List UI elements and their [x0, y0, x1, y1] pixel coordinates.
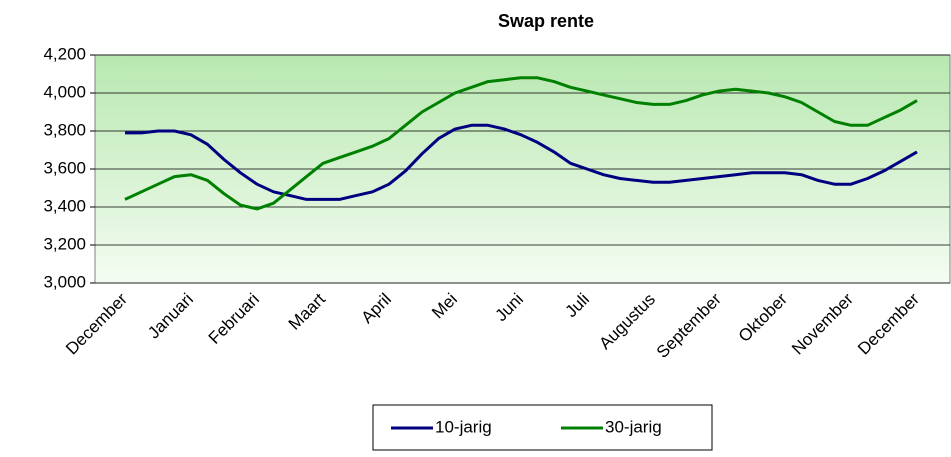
x-tick-label: Juli — [562, 290, 593, 321]
y-tick-label: 3,600 — [43, 158, 86, 177]
x-tick-label: April — [358, 290, 395, 327]
y-tick-label: 4,000 — [43, 82, 86, 101]
x-tick-label: Juni — [492, 290, 527, 325]
y-tick-label: 3,000 — [43, 272, 86, 291]
x-tick-label: Maart — [285, 289, 329, 333]
x-tick-label: September — [653, 289, 725, 361]
x-tick-label: December — [62, 289, 131, 358]
x-tick-label: Oktober — [735, 289, 791, 345]
x-tick-label: Augustus — [595, 290, 659, 354]
x-tick-label: Mei — [428, 290, 461, 323]
y-tick-label: 4,200 — [43, 44, 86, 63]
y-tick-label: 3,400 — [43, 196, 86, 215]
x-tick-label: Januari — [144, 290, 197, 343]
series-line — [124, 76, 918, 211]
series-line — [125, 123, 918, 201]
chart-title: Swap rente — [498, 11, 594, 31]
x-tick-label: Februari — [205, 290, 263, 348]
x-tick-label: November — [788, 289, 857, 358]
legend-label: 30-jarig — [605, 417, 662, 436]
y-tick-label: 3,200 — [43, 234, 86, 253]
x-tick-label: December — [854, 289, 923, 358]
legend-label: 10-jarig — [435, 417, 492, 436]
y-tick-label: 3,800 — [43, 120, 86, 139]
